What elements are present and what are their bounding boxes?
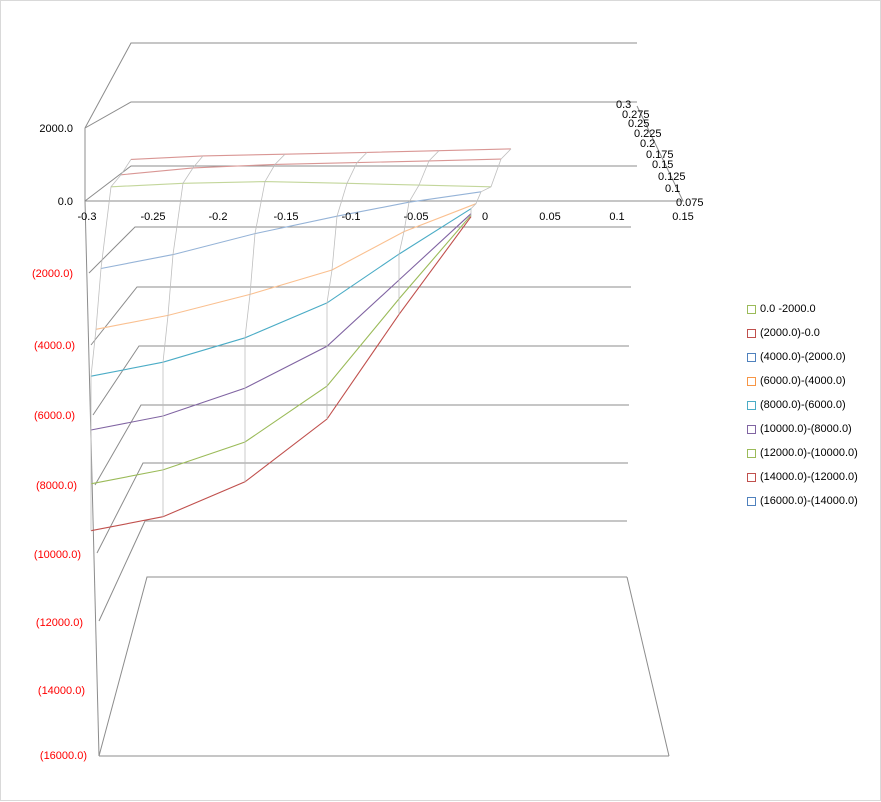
legend-entry: (6000.0)-(4000.0) [747,369,877,393]
x-tick-label: 0.05 [539,211,560,223]
legend-label: (14000.0)-(12000.0) [760,471,858,483]
x-tick-label: -0.3 [78,211,97,223]
depth-tick-label: 0.075 [676,197,704,209]
legend-entry: (2000.0)-0.0 [747,321,877,345]
surface-row-8 [90,216,472,532]
legend-entry: (16000.0)-(14000.0) [747,489,877,513]
z-tick-label: (16000.0) [40,750,87,762]
legend-swatch [747,352,756,362]
depth-tick-label: 0.1 [665,183,680,195]
depth-tick-label: 0.225 [634,128,662,140]
depth-tick-label: 0.3 [616,99,631,111]
surface-row-0 [130,148,512,160]
gridline-1 [84,165,637,202]
legend-entry: (12000.0)-(10000.0) [747,441,877,465]
base-plane-edge [85,105,684,202]
gridline-5 [94,404,629,486]
chart-walls [84,42,670,757]
x-tick-label: -0.2 [209,211,228,223]
legend-swatch [747,304,756,314]
depth-tick-label: 0.275 [622,109,650,121]
legend-label: (12000.0)-(10000.0) [760,447,858,459]
depth-tick-labels: 0.075 0.10.1250.150.1750.20.2250.250.2750… [616,99,704,209]
z-tick-label: (14000.0) [38,685,85,697]
surface-column-0 [90,159,132,531]
gridline-2 [88,226,631,274]
legend-entry: (14000.0)-(12000.0) [747,465,877,489]
z-tick-label: (2000.0) [32,268,73,280]
legend: 0.0 -2000.0 (2000.0)-0.0 (4000.0)-(2000.0)… [747,297,877,513]
legend-swatch [747,400,756,410]
legend-swatch [747,448,756,458]
surface-mesh [90,148,512,532]
depth-tick-label: 0.15 [652,159,673,171]
surface-column-1 [162,155,204,517]
legend-label: (8000.0)-(6000.0) [760,399,846,411]
x-tick-label: -0.25 [140,211,165,223]
legend-label: (10000.0)-(8000.0) [760,423,852,435]
z-gridlines [84,101,684,622]
x-tick-label: -0.1 [342,211,361,223]
depth-tick-label: 0.25 [628,118,649,130]
x-tick-label: 0 [482,211,488,223]
z-tick-label: 0.0 [58,196,73,208]
surface-row-4 [95,203,477,330]
surface-row-6 [90,213,472,431]
left-axis-line [84,200,100,757]
legend-entry: (10000.0)-(8000.0) [747,417,877,441]
gridline-6 [96,462,628,554]
back-wall-top [84,42,637,129]
x-tick-label: 0.1 [609,211,624,223]
surface-row-5 [90,208,472,377]
surface-row-3 [100,191,482,270]
depth-tick-label: 0.175 [646,149,674,161]
surface-column-4 [398,150,440,315]
legend-entry: 0.0 -2000.0 [747,297,877,321]
legend-swatch [747,376,756,386]
surface-column-3 [326,152,368,419]
x-tick-label: -0.15 [273,211,298,223]
legend-swatch [747,496,756,506]
x-tick-label: -0.05 [403,211,428,223]
gridline-4 [92,345,629,416]
surface-row-7 [90,214,472,485]
z-tick-label: (4000.0) [34,340,75,352]
x-tick-labels: -0.3 -0.25 -0.2 -0.15 -0.1 -0.05 0 0.05 0.1 0.15 [78,211,694,223]
x-tick-label: 0.15 [672,211,693,223]
gridline-7 [98,520,627,622]
z-tick-label: (8000.0) [36,480,77,492]
legend-label: 0.0 -2000.0 [760,303,816,315]
legend-swatch [747,472,756,482]
surface-column-5 [470,148,512,217]
legend-label: (16000.0)-(14000.0) [760,495,858,507]
legend-label: (4000.0)-(2000.0) [760,351,846,363]
floor-back-edge [98,576,627,757]
legend-entry: (8000.0)-(6000.0) [747,393,877,417]
legend-label: (6000.0)-(4000.0) [760,375,846,387]
legend-entry: (4000.0)-(2000.0) [747,345,877,369]
z-tick-label: (10000.0) [34,549,81,561]
surface-column-2 [244,153,286,482]
floor-right-edge [626,576,670,757]
legend-label: (2000.0)-0.0 [760,327,820,339]
z-tick-label: (6000.0) [34,410,75,422]
legend-swatch [747,424,756,434]
z-tick-label: (12000.0) [36,617,83,629]
z-tick-label: 2000.0 [39,123,73,135]
legend-swatch [747,328,756,338]
depth-tick-label: 0.2 [640,138,655,150]
depth-tick-label: 0.125 [658,171,686,183]
z-tick-labels: 2000.0 0.0 (2000.0) (4000.0) (6000.0) (8000.0… [32,123,87,762]
gridline-3 [90,286,631,346]
surface-row-1 [120,158,502,176]
surface-row-2 [110,181,492,188]
gridline-0 [84,101,637,129]
